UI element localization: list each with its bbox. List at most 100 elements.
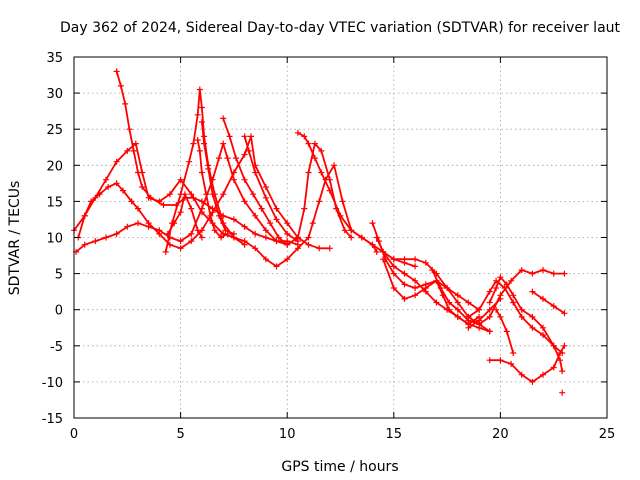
series-line [164, 88, 246, 253]
data-point [454, 292, 461, 299]
data-point [412, 277, 419, 284]
data-point [401, 256, 408, 263]
data-point [252, 169, 259, 176]
series-sat-b [73, 140, 355, 255]
data-point [390, 256, 397, 263]
data-point [81, 241, 88, 248]
data-point [190, 140, 197, 147]
data-point [198, 205, 205, 212]
series-sat-p [429, 267, 568, 328]
data-point [216, 212, 222, 219]
data-point [429, 267, 436, 273]
data-point [273, 205, 280, 212]
data-point [508, 360, 515, 367]
series-sat-i [220, 115, 291, 248]
data-point [188, 205, 195, 212]
data-point [196, 86, 203, 93]
data-point [540, 332, 546, 338]
data-point [540, 267, 546, 273]
data-point [198, 119, 205, 125]
data-point [486, 299, 493, 306]
series-line [371, 222, 480, 311]
data-point [92, 238, 99, 245]
y-tick-label: 35 [46, 51, 63, 66]
data-point [305, 169, 312, 176]
data-point [122, 100, 129, 107]
data-point [508, 277, 515, 284]
data-point [284, 220, 291, 227]
series-sat-t [493, 306, 517, 356]
data-point [348, 227, 355, 234]
data-point [486, 313, 493, 320]
data-point [284, 241, 291, 248]
series-sat-f [164, 191, 205, 241]
data-point [373, 234, 380, 241]
data-point [220, 115, 227, 122]
data-point [518, 313, 525, 320]
data-point [390, 263, 397, 270]
data-point [465, 299, 472, 306]
data-point [201, 140, 208, 147]
data-point [284, 256, 291, 263]
data-point [301, 133, 308, 140]
data-point [262, 256, 269, 263]
data-point [422, 285, 429, 291]
data-point [503, 281, 510, 288]
data-point [401, 295, 408, 302]
data-point [358, 234, 365, 241]
data-point [258, 205, 265, 212]
data-point [401, 270, 408, 277]
data-point [301, 205, 308, 212]
data-point [465, 313, 472, 320]
data-point [124, 147, 131, 154]
data-point [486, 357, 493, 364]
data-point [245, 147, 252, 154]
data-point [198, 198, 205, 205]
data-point [529, 313, 536, 320]
data-point [194, 137, 201, 143]
data-point [113, 158, 120, 165]
x-tick-label: 25 [599, 427, 616, 442]
data-point [337, 212, 344, 219]
y-tick-label: -5 [50, 340, 63, 355]
data-point [275, 234, 282, 241]
data-point [135, 220, 141, 227]
data-point [198, 234, 205, 241]
data-point [486, 306, 493, 313]
data-point [103, 234, 109, 241]
data-point [557, 350, 564, 356]
data-point [262, 194, 269, 201]
data-point [497, 295, 504, 302]
axes: 0 5 10 15 20 25 -15 -10 -5 0 5 10 15 20 25 30 35 [42, 51, 616, 442]
data-point [559, 389, 566, 396]
x-tick-label: 0 [70, 427, 78, 442]
data-point [230, 176, 237, 183]
data-point [529, 288, 536, 295]
data-point [510, 299, 517, 306]
x-axis-label: GPS time / hours [281, 459, 398, 475]
series-sat-u [529, 288, 568, 317]
data-point [135, 169, 141, 176]
data-point [305, 140, 312, 147]
series-line [222, 118, 288, 246]
data-point [380, 256, 387, 263]
data-point [493, 285, 500, 291]
x-tick-label: 20 [492, 427, 509, 442]
data-point [412, 292, 419, 299]
data-point [311, 155, 318, 162]
data-point [198, 169, 205, 176]
data-point [218, 234, 225, 241]
data-point [369, 241, 376, 248]
data-point [241, 198, 248, 205]
data-point [250, 191, 257, 198]
data-point [446, 299, 453, 306]
data-point [326, 176, 333, 183]
data-point [188, 191, 195, 198]
data-point [113, 68, 120, 75]
plot-area [71, 68, 568, 396]
data-point [194, 227, 201, 234]
data-point [96, 191, 103, 198]
data-point [194, 111, 201, 118]
data-point [226, 133, 233, 140]
data-point [188, 230, 195, 237]
